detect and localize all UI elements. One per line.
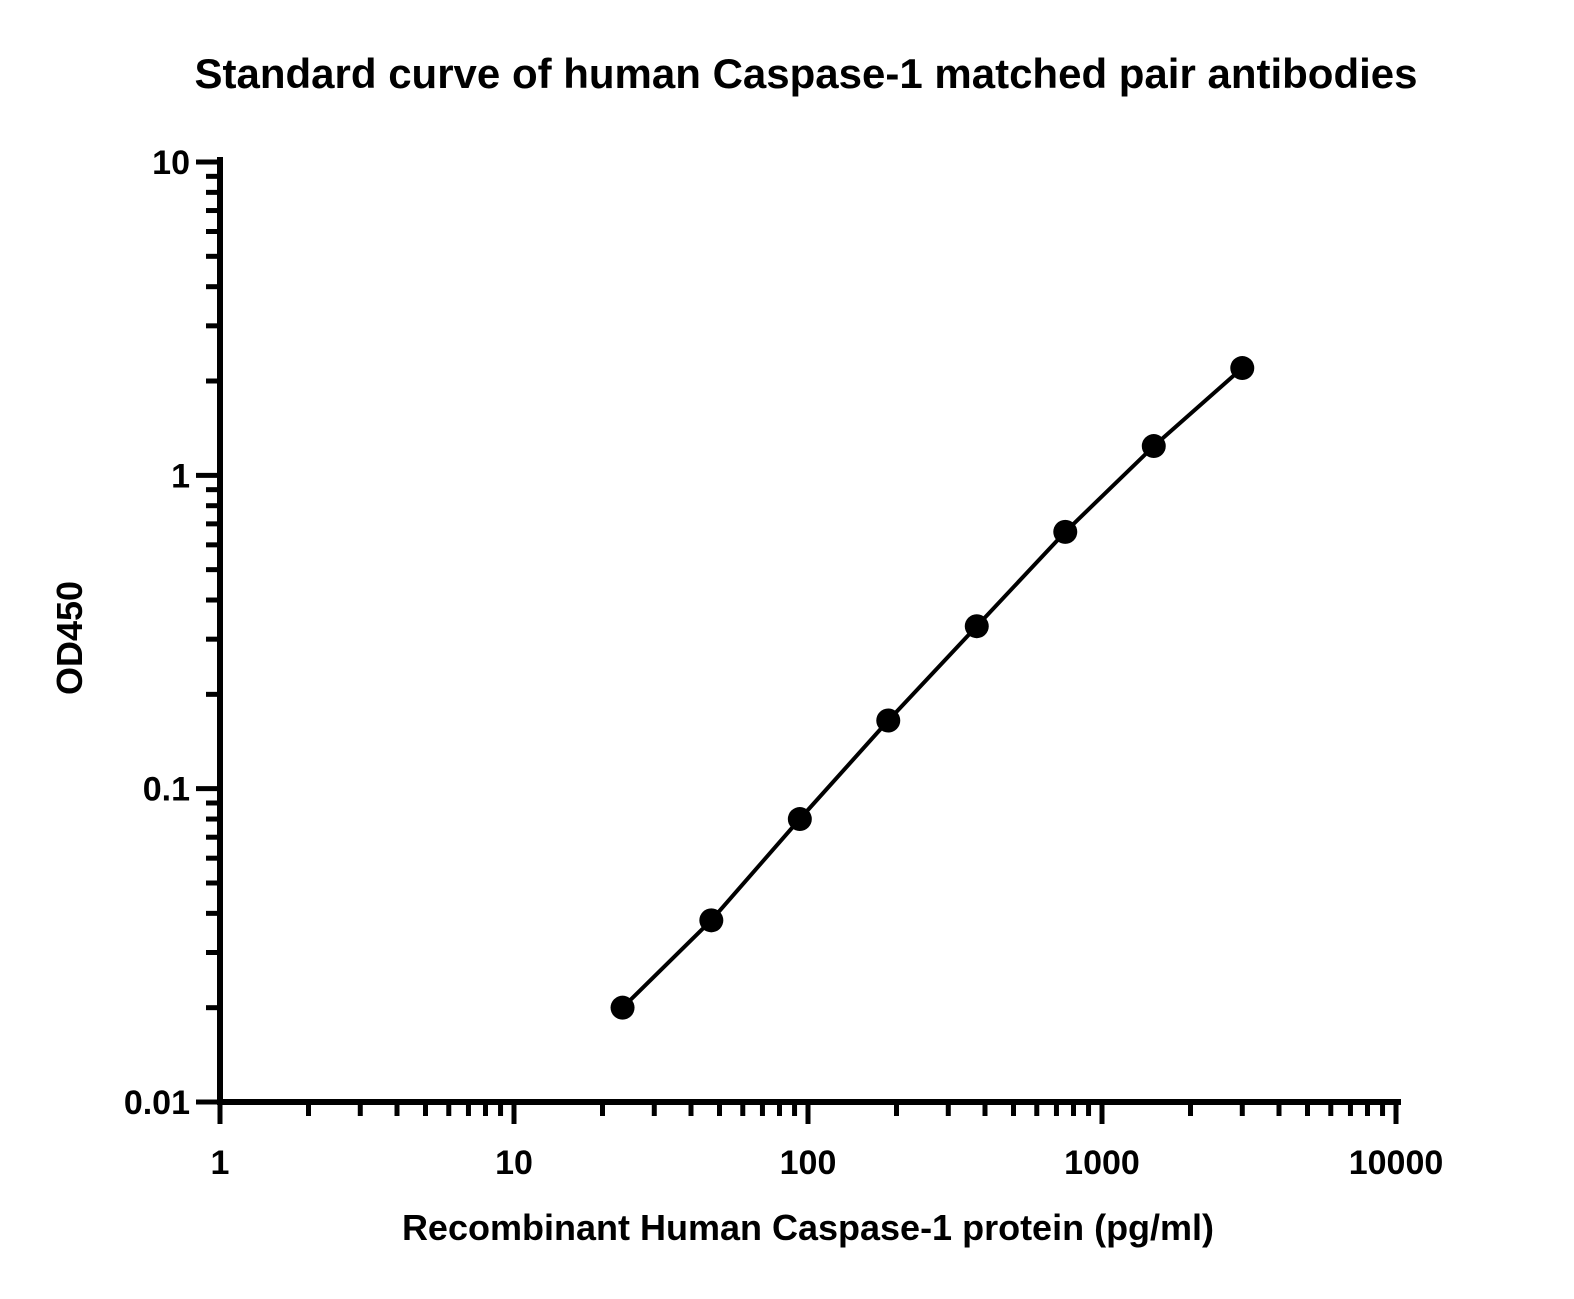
- data-point: [1141, 434, 1166, 459]
- y-tick-labels: 0.01 0.1 1 10: [124, 144, 190, 1122]
- y-tick-label: 0.1: [143, 771, 190, 809]
- data-series: [610, 356, 1255, 1020]
- x-tick-label: 1000: [1064, 1144, 1140, 1182]
- y-tick-label: 10: [152, 144, 190, 182]
- y-axis-label: OD450: [49, 581, 90, 695]
- data-point: [1230, 356, 1255, 381]
- x-tick-label: 10: [495, 1144, 533, 1182]
- data-point: [699, 908, 724, 933]
- series-line: [621, 366, 1244, 1010]
- data-point: [876, 708, 901, 733]
- data-point: [1053, 519, 1078, 544]
- x-axis-label: Recombinant Human Caspase-1 protein (pg/…: [402, 1207, 1214, 1248]
- data-point: [787, 807, 812, 832]
- data-point: [610, 995, 635, 1020]
- x-tick-label: 100: [780, 1144, 837, 1182]
- chart-title: Standard curve of human Caspase-1 matche…: [195, 50, 1418, 97]
- x-tick-label: 10000: [1349, 1144, 1444, 1182]
- y-tick-label: 0.01: [124, 1084, 190, 1122]
- x-tick-labels: 1 10 100 1000 10000: [211, 1144, 1444, 1182]
- data-point: [964, 614, 989, 639]
- y-tick-label: 1: [171, 457, 190, 495]
- axes: [196, 157, 1401, 1124]
- x-tick-label: 1: [211, 1144, 230, 1182]
